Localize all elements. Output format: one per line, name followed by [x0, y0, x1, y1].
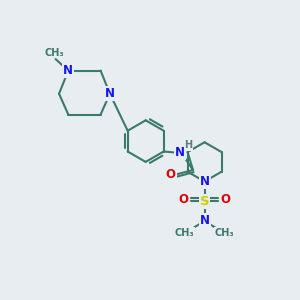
Text: CH₃: CH₃	[45, 48, 64, 58]
Text: H: H	[184, 140, 192, 150]
Text: O: O	[178, 193, 188, 206]
Text: O: O	[166, 168, 176, 181]
Text: N: N	[175, 146, 185, 159]
Text: CH₃: CH₃	[214, 228, 234, 238]
Text: S: S	[200, 195, 209, 208]
Text: N: N	[200, 175, 210, 188]
Text: CH₃: CH₃	[175, 228, 194, 238]
Text: O: O	[221, 193, 231, 206]
Text: N: N	[63, 64, 73, 77]
Text: N: N	[105, 87, 115, 100]
Text: N: N	[200, 214, 210, 226]
